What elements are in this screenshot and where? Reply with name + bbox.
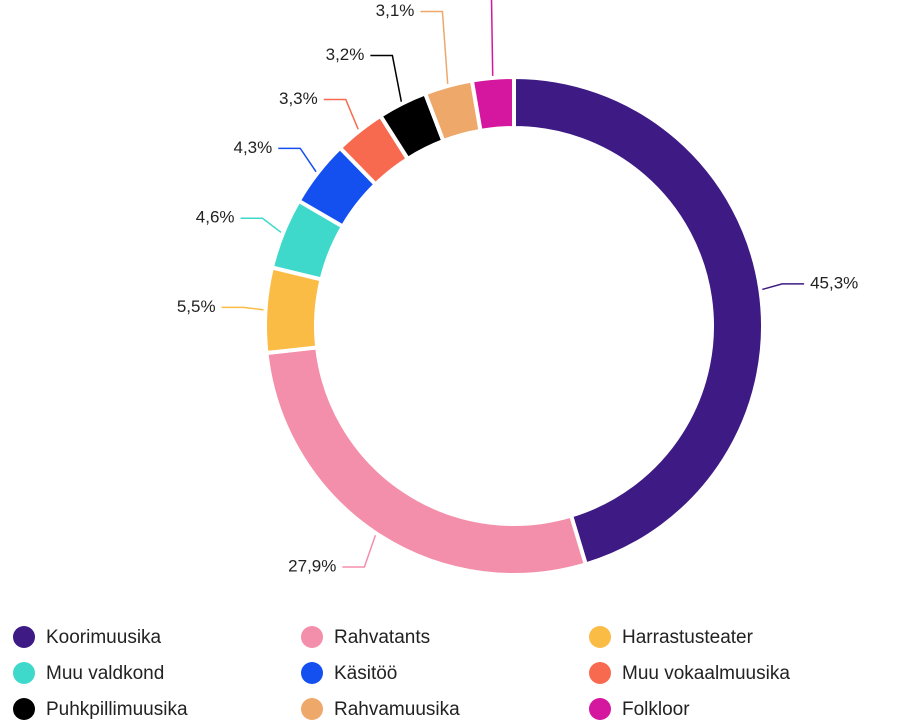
legend-swatch bbox=[589, 662, 611, 684]
data-label: 27,9% bbox=[288, 556, 336, 575]
legend-label: Rahvatants bbox=[334, 627, 430, 648]
leader-line bbox=[240, 217, 282, 234]
donut-slice bbox=[263, 265, 324, 355]
leader-line bbox=[762, 283, 805, 291]
data-label: 45,3% bbox=[810, 273, 858, 292]
legend-swatch bbox=[13, 626, 35, 648]
data-label: 3,2% bbox=[326, 45, 365, 64]
legend-label: Folkloor bbox=[622, 699, 690, 720]
legend-swatch bbox=[301, 662, 323, 684]
donut-slice bbox=[264, 345, 588, 577]
legend-label: Muu valdkond bbox=[46, 663, 164, 684]
legend-label: Puhkpillimuusika bbox=[46, 699, 188, 720]
legend-label: Muu vokaalmuusika bbox=[622, 663, 790, 684]
data-label: 4,6% bbox=[196, 208, 235, 227]
data-label: 4,3% bbox=[233, 138, 272, 157]
leader-line bbox=[420, 10, 449, 84]
legend-label: Rahvamuusika bbox=[334, 699, 460, 720]
legend-swatch bbox=[589, 698, 611, 720]
leader-line bbox=[342, 535, 377, 568]
legend-swatch bbox=[13, 698, 35, 720]
legend-swatch bbox=[589, 626, 611, 648]
legend-swatch bbox=[301, 698, 323, 720]
legend-label: Koorimuusika bbox=[46, 627, 162, 648]
donut-slice bbox=[469, 75, 516, 133]
data-label: 5,5% bbox=[177, 297, 216, 316]
leader-line bbox=[221, 306, 264, 311]
legend-label: Harrastusteater bbox=[622, 627, 754, 648]
donut-slice bbox=[512, 75, 765, 567]
legend-swatch bbox=[13, 662, 35, 684]
leader-line bbox=[278, 147, 317, 173]
legend-label: Käsitöö bbox=[334, 663, 397, 684]
leader-line bbox=[323, 98, 359, 130]
legend-swatch bbox=[301, 626, 323, 648]
leader-line bbox=[490, 0, 494, 76]
leader-line bbox=[370, 54, 403, 102]
data-label: 3,1% bbox=[376, 1, 415, 20]
data-label: 3,3% bbox=[279, 89, 318, 108]
